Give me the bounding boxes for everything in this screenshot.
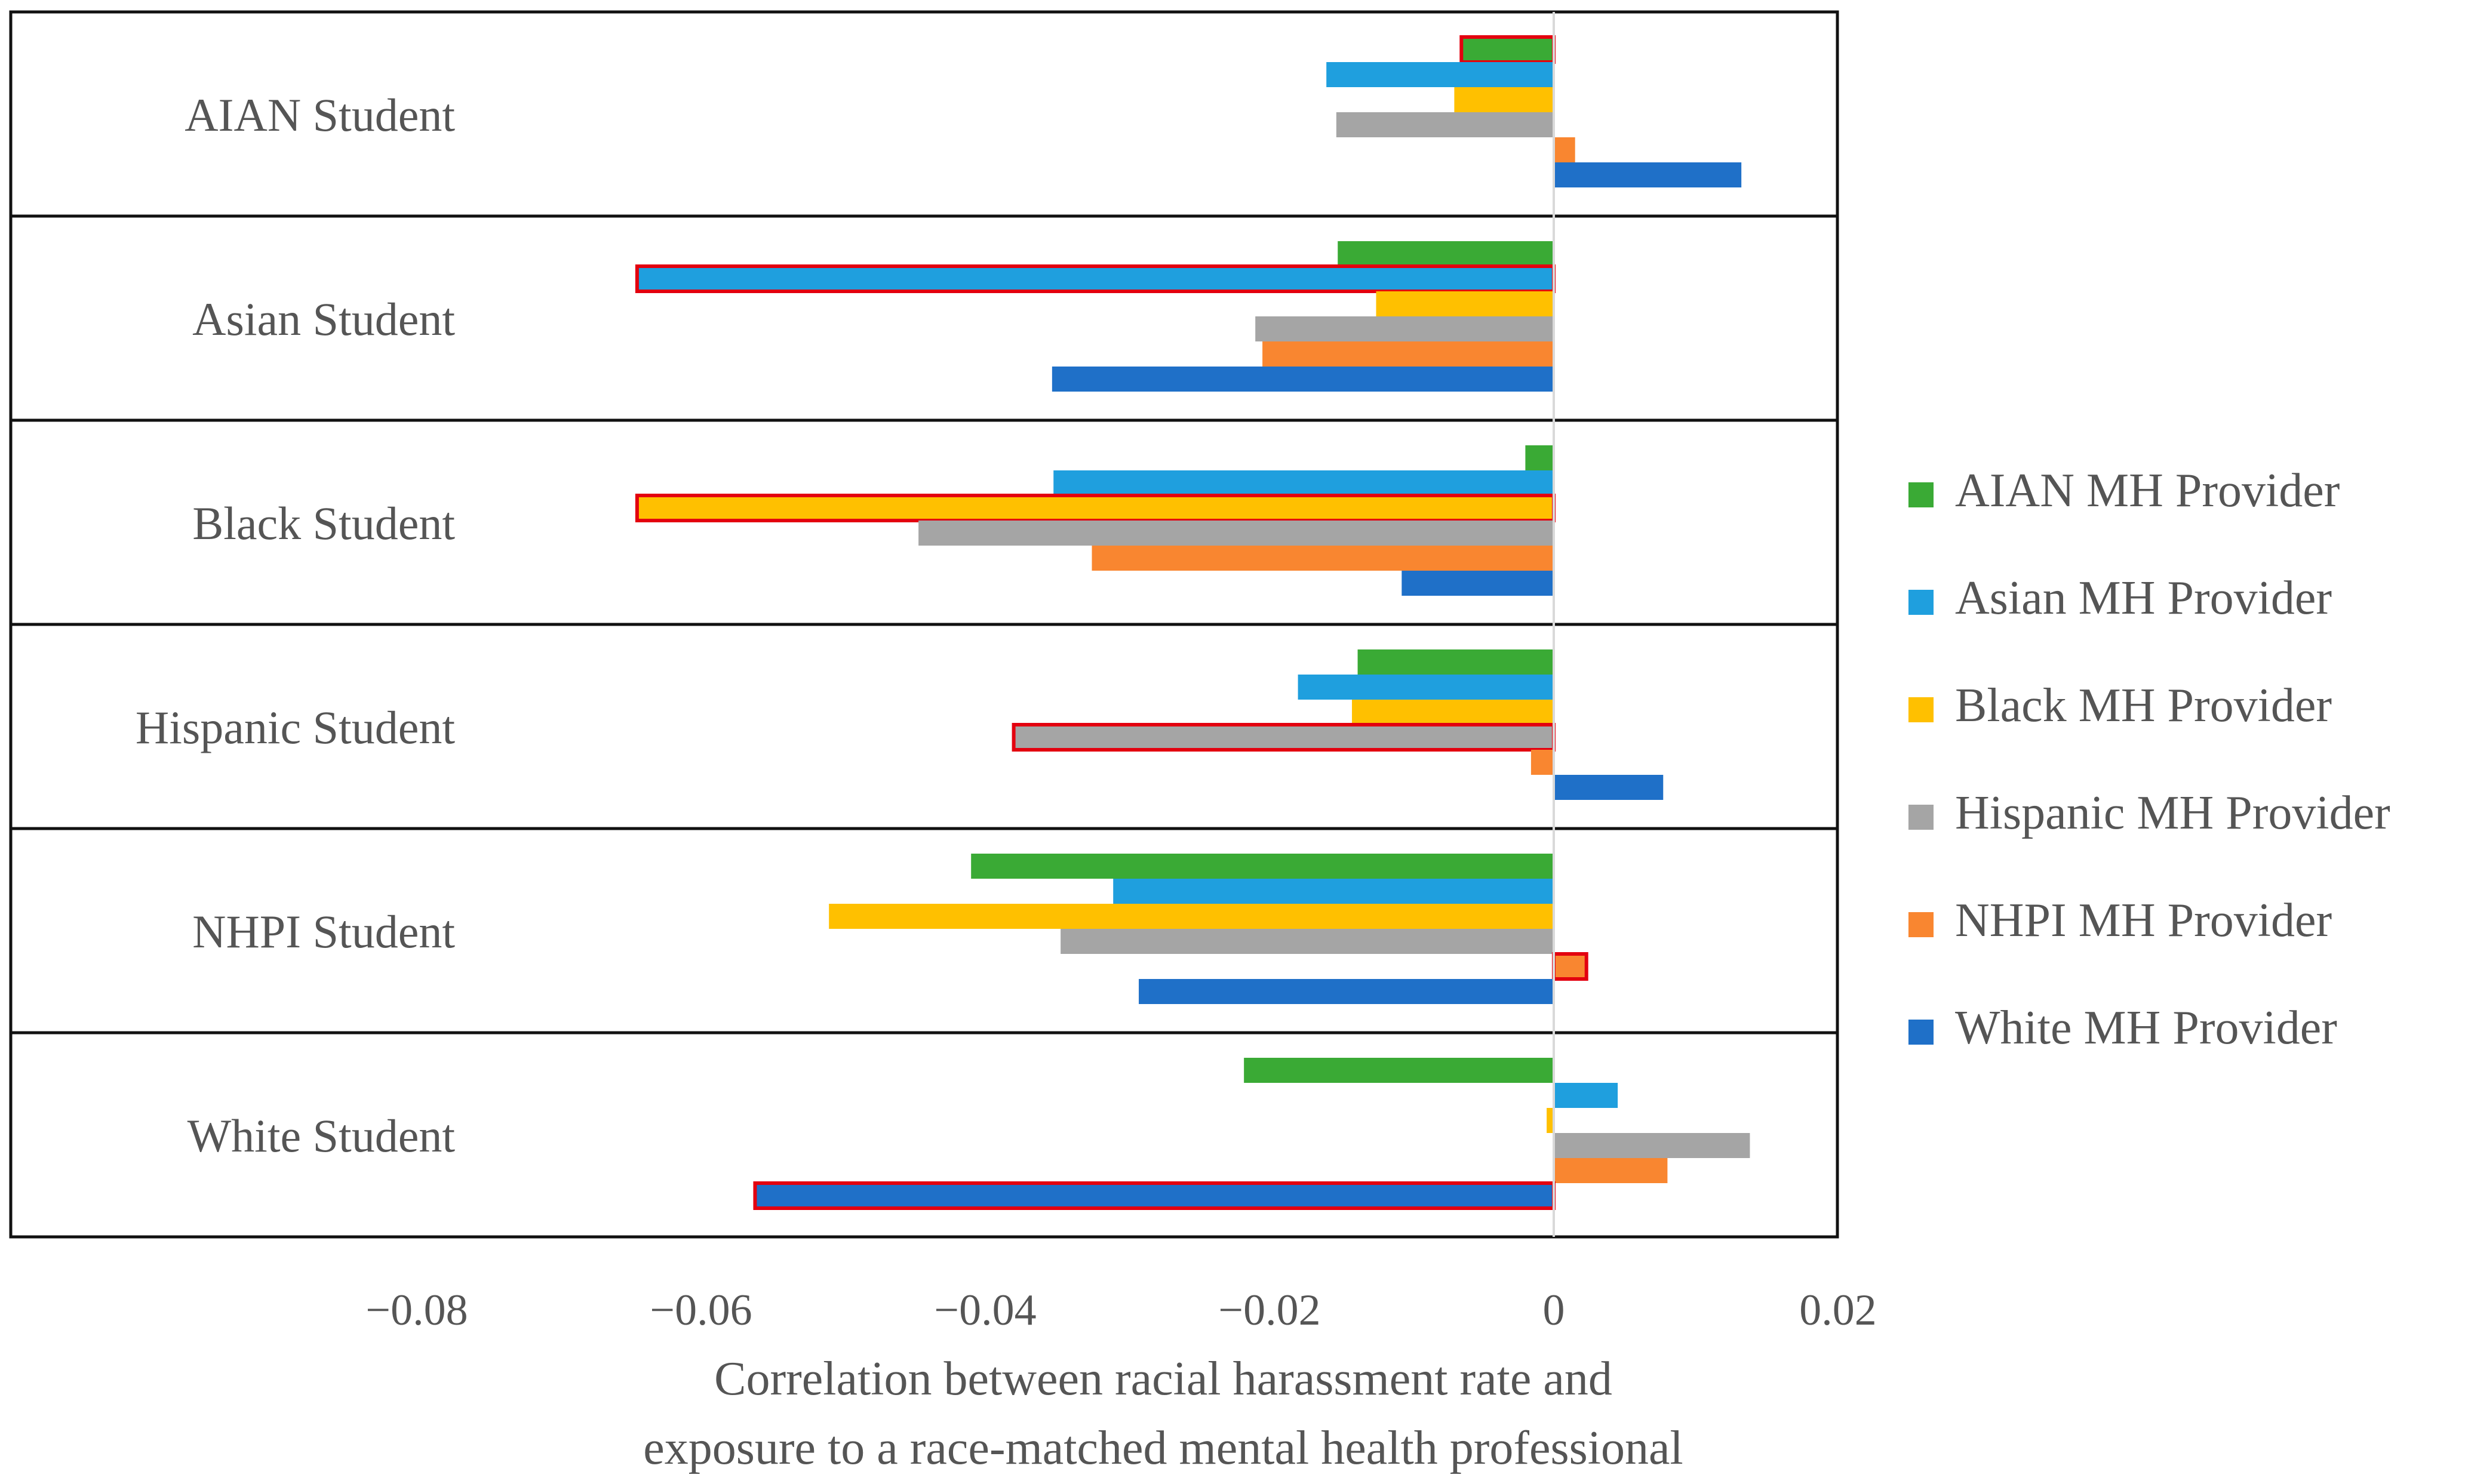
group-label-asian-student: Asian Student <box>192 293 455 345</box>
bar-hispanic-student-asian-mh-provider <box>1298 675 1554 700</box>
x-axis-title-line-2: exposure to a race-matched mental health… <box>643 1422 1683 1474</box>
bar-black-student-nhpi-mh-provider <box>1092 546 1554 571</box>
bar-aian-student-black-mh-provider <box>1454 87 1554 112</box>
bar-asian-student-nhpi-mh-provider <box>1262 341 1554 367</box>
bar-white-student-white-mh-provider <box>753 1181 1556 1210</box>
legend-swatch-hispanic-mh-provider <box>1908 805 1934 830</box>
group-label-aian-student: AIAN Student <box>185 89 455 141</box>
panel-white-student <box>9 1031 1839 1239</box>
chart-panels <box>9 10 1839 1239</box>
x-axis-title-line-1: Correlation between racial harassment ra… <box>714 1353 1612 1405</box>
bar-asian-student-white-mh-provider <box>1052 367 1554 392</box>
group-label-white-student: White Student <box>188 1110 456 1162</box>
x-tick-label: −0.06 <box>650 1286 752 1335</box>
bar-white-student-nhpi-mh-provider <box>1554 1158 1668 1183</box>
bar-hispanic-student-white-mh-provider <box>1554 775 1664 800</box>
legend-label-black-mh-provider: Black MH Provider <box>1955 679 2332 732</box>
bar-asian-student-hispanic-mh-provider <box>1255 316 1554 341</box>
legend-swatch-aian-mh-provider <box>1908 482 1934 507</box>
legend-swatch-nhpi-mh-provider <box>1908 912 1934 937</box>
bar-hispanic-student-nhpi-mh-provider <box>1530 750 1554 775</box>
group-labels: AIAN Student Asian Student Black Student Hi… <box>136 89 455 1162</box>
bar-white-student-asian-mh-provider <box>1554 1083 1618 1108</box>
bar-aian-student-asian-mh-provider <box>1326 62 1554 87</box>
bar-asian-student-black-mh-provider <box>1376 291 1554 316</box>
bar-aian-student-aian-mh-provider <box>1459 35 1556 64</box>
bar-aian-student-hispanic-mh-provider <box>1336 112 1554 137</box>
bar-nhpi-student-aian-mh-provider <box>971 854 1554 879</box>
legend-swatch-asian-mh-provider <box>1908 590 1934 615</box>
bar-white-student-black-mh-provider <box>1547 1108 1554 1133</box>
bar-asian-student-asian-mh-provider <box>635 264 1556 293</box>
x-tick-label: 0.02 <box>1799 1286 1877 1335</box>
bar-aian-student-white-mh-provider <box>1554 162 1742 187</box>
bar-white-student-aian-mh-provider <box>1244 1058 1554 1083</box>
bar-hispanic-student-hispanic-mh-provider <box>1012 723 1556 752</box>
group-label-black-student: Black Student <box>192 497 455 549</box>
legend-swatch-black-mh-provider <box>1908 697 1934 722</box>
bars <box>635 35 1750 1210</box>
bar-nhpi-student-hispanic-mh-provider <box>1061 929 1554 954</box>
x-tick-label: 0 <box>1543 1286 1565 1335</box>
legend: AIAN MH Provider Asian MH Provider Black M… <box>1908 464 2390 1054</box>
bar-black-student-hispanic-mh-provider <box>918 521 1554 546</box>
bar-nhpi-student-black-mh-provider <box>829 904 1554 929</box>
legend-label-white-mh-provider: White MH Provider <box>1955 1002 2337 1054</box>
bar-nhpi-student-white-mh-provider <box>1139 979 1554 1004</box>
legend-label-hispanic-mh-provider: Hispanic MH Provider <box>1955 787 2390 839</box>
legend-label-nhpi-mh-provider: NHPI MH Provider <box>1955 894 2332 947</box>
x-tick-label: −0.02 <box>1218 1286 1320 1335</box>
bar-hispanic-student-black-mh-provider <box>1352 700 1554 725</box>
bar-nhpi-student-nhpi-mh-provider <box>1552 952 1588 981</box>
x-axis-title: Correlation between racial harassment ra… <box>643 1353 1683 1474</box>
bar-black-student-white-mh-provider <box>1401 571 1554 596</box>
bar-black-student-black-mh-provider <box>635 494 1556 522</box>
bar-nhpi-student-asian-mh-provider <box>1113 879 1554 904</box>
x-axis: −0.08 −0.06 −0.04 −0.02 0 0.02 <box>365 1286 1876 1335</box>
legend-label-aian-mh-provider: AIAN MH Provider <box>1955 464 2340 517</box>
bar-hispanic-student-aian-mh-provider <box>1357 649 1554 675</box>
group-label-hispanic-student: Hispanic Student <box>136 701 455 753</box>
legend-label-asian-mh-provider: Asian MH Provider <box>1955 572 2332 624</box>
x-tick-label: −0.08 <box>365 1286 468 1335</box>
bar-asian-student-aian-mh-provider <box>1338 241 1554 266</box>
group-label-nhpi-student: NHPI Student <box>192 906 455 957</box>
bar-black-student-asian-mh-provider <box>1053 470 1554 495</box>
bar-black-student-aian-mh-provider <box>1525 445 1554 470</box>
legend-swatch-white-mh-provider <box>1908 1020 1934 1045</box>
bar-white-student-hispanic-mh-provider <box>1554 1133 1750 1158</box>
x-tick-label: −0.04 <box>934 1286 1036 1335</box>
bar-aian-student-nhpi-mh-provider <box>1554 137 1575 162</box>
